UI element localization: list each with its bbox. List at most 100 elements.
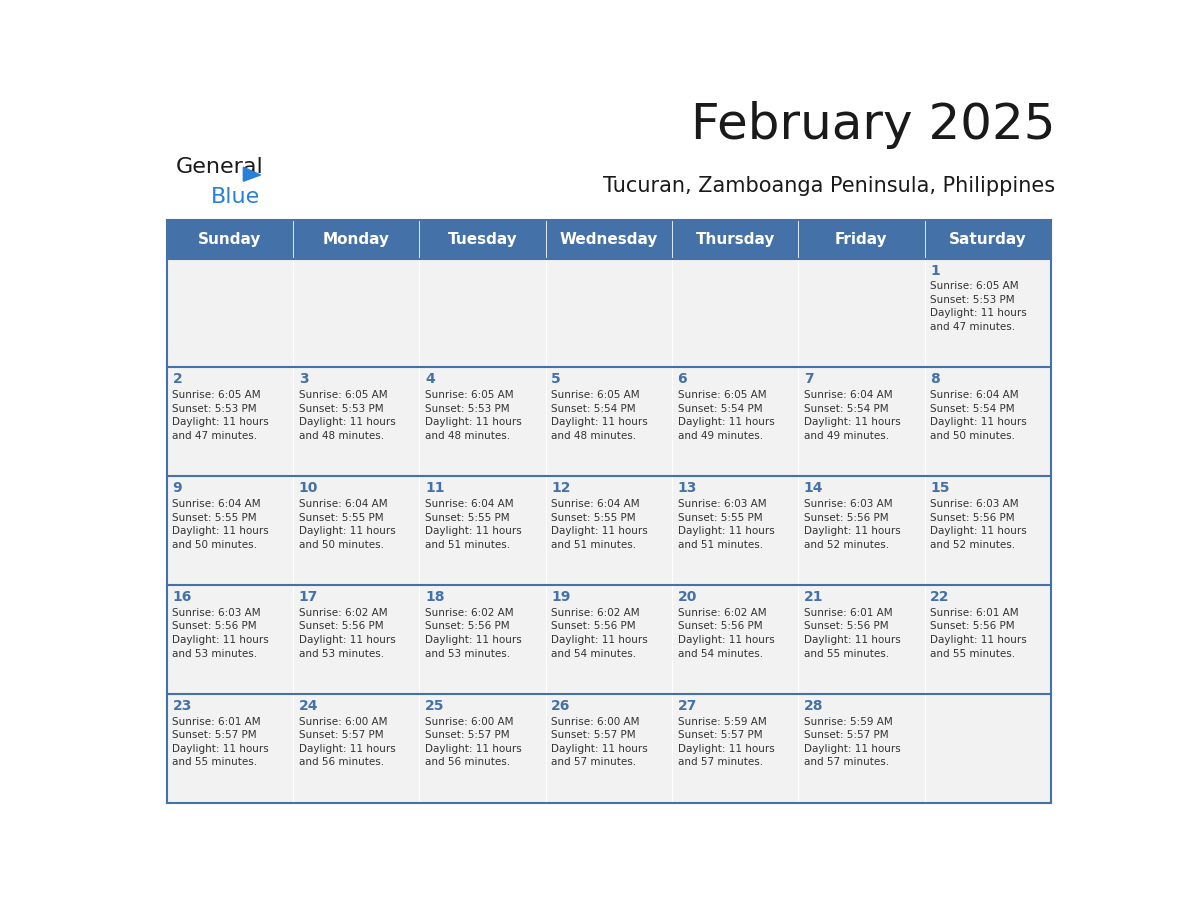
Bar xyxy=(672,694,798,803)
Bar xyxy=(293,367,419,476)
Text: Blue: Blue xyxy=(211,187,260,207)
Text: 15: 15 xyxy=(930,481,949,496)
Bar xyxy=(672,259,798,367)
Text: Sunrise: 6:01 AM
Sunset: 5:57 PM
Daylight: 11 hours
and 55 minutes.: Sunrise: 6:01 AM Sunset: 5:57 PM Dayligh… xyxy=(172,717,270,767)
Text: Sunrise: 6:00 AM
Sunset: 5:57 PM
Daylight: 11 hours
and 56 minutes.: Sunrise: 6:00 AM Sunset: 5:57 PM Dayligh… xyxy=(425,717,522,767)
Text: Tuesday: Tuesday xyxy=(448,231,518,247)
Text: Saturday: Saturday xyxy=(949,231,1026,247)
Bar xyxy=(166,259,293,367)
Text: 27: 27 xyxy=(677,699,697,713)
Text: 22: 22 xyxy=(930,590,949,604)
Bar xyxy=(672,219,798,259)
Bar xyxy=(545,219,672,259)
Text: 1: 1 xyxy=(930,263,940,277)
Text: General: General xyxy=(176,157,264,177)
Text: 5: 5 xyxy=(551,373,561,386)
Bar xyxy=(545,476,672,585)
Text: 13: 13 xyxy=(677,481,697,496)
Text: Thursday: Thursday xyxy=(695,231,775,247)
Text: 21: 21 xyxy=(804,590,823,604)
Bar xyxy=(798,694,924,803)
Bar xyxy=(924,219,1051,259)
Text: Sunrise: 6:04 AM
Sunset: 5:54 PM
Daylight: 11 hours
and 49 minutes.: Sunrise: 6:04 AM Sunset: 5:54 PM Dayligh… xyxy=(804,390,901,441)
Bar xyxy=(293,259,419,367)
Text: 4: 4 xyxy=(425,373,435,386)
Bar xyxy=(166,694,293,803)
Text: Sunrise: 6:03 AM
Sunset: 5:56 PM
Daylight: 11 hours
and 52 minutes.: Sunrise: 6:03 AM Sunset: 5:56 PM Dayligh… xyxy=(930,498,1026,550)
Text: February 2025: February 2025 xyxy=(691,101,1055,149)
Text: Sunrise: 6:05 AM
Sunset: 5:53 PM
Daylight: 11 hours
and 48 minutes.: Sunrise: 6:05 AM Sunset: 5:53 PM Dayligh… xyxy=(298,390,396,441)
Text: Sunrise: 6:04 AM
Sunset: 5:55 PM
Daylight: 11 hours
and 50 minutes.: Sunrise: 6:04 AM Sunset: 5:55 PM Dayligh… xyxy=(298,498,396,550)
Bar xyxy=(545,367,672,476)
Text: Sunday: Sunday xyxy=(198,231,261,247)
Bar xyxy=(166,476,293,585)
Text: 6: 6 xyxy=(677,373,687,386)
Text: 11: 11 xyxy=(425,481,444,496)
Text: Sunrise: 6:05 AM
Sunset: 5:54 PM
Daylight: 11 hours
and 49 minutes.: Sunrise: 6:05 AM Sunset: 5:54 PM Dayligh… xyxy=(677,390,775,441)
Bar xyxy=(545,259,672,367)
Bar xyxy=(166,585,293,694)
Text: Tucuran, Zamboanga Peninsula, Philippines: Tucuran, Zamboanga Peninsula, Philippine… xyxy=(604,176,1055,196)
Bar xyxy=(798,259,924,367)
Text: Friday: Friday xyxy=(835,231,887,247)
Bar xyxy=(545,694,672,803)
Text: Sunrise: 6:03 AM
Sunset: 5:56 PM
Daylight: 11 hours
and 52 minutes.: Sunrise: 6:03 AM Sunset: 5:56 PM Dayligh… xyxy=(804,498,901,550)
Text: Sunrise: 6:01 AM
Sunset: 5:56 PM
Daylight: 11 hours
and 55 minutes.: Sunrise: 6:01 AM Sunset: 5:56 PM Dayligh… xyxy=(804,608,901,658)
Bar xyxy=(419,476,545,585)
Text: Sunrise: 6:02 AM
Sunset: 5:56 PM
Daylight: 11 hours
and 54 minutes.: Sunrise: 6:02 AM Sunset: 5:56 PM Dayligh… xyxy=(551,608,647,658)
Text: Sunrise: 6:00 AM
Sunset: 5:57 PM
Daylight: 11 hours
and 56 minutes.: Sunrise: 6:00 AM Sunset: 5:57 PM Dayligh… xyxy=(298,717,396,767)
Bar xyxy=(672,367,798,476)
Bar xyxy=(924,694,1051,803)
Bar xyxy=(798,476,924,585)
Text: Sunrise: 6:04 AM
Sunset: 5:55 PM
Daylight: 11 hours
and 51 minutes.: Sunrise: 6:04 AM Sunset: 5:55 PM Dayligh… xyxy=(425,498,522,550)
Text: 7: 7 xyxy=(804,373,814,386)
Text: Sunrise: 6:04 AM
Sunset: 5:54 PM
Daylight: 11 hours
and 50 minutes.: Sunrise: 6:04 AM Sunset: 5:54 PM Dayligh… xyxy=(930,390,1026,441)
Bar xyxy=(924,585,1051,694)
Bar xyxy=(924,367,1051,476)
Bar xyxy=(798,585,924,694)
Bar xyxy=(419,219,545,259)
Text: Sunrise: 6:03 AM
Sunset: 5:55 PM
Daylight: 11 hours
and 51 minutes.: Sunrise: 6:03 AM Sunset: 5:55 PM Dayligh… xyxy=(677,498,775,550)
Bar xyxy=(672,476,798,585)
Text: Sunrise: 6:02 AM
Sunset: 5:56 PM
Daylight: 11 hours
and 53 minutes.: Sunrise: 6:02 AM Sunset: 5:56 PM Dayligh… xyxy=(425,608,522,658)
Polygon shape xyxy=(244,167,260,181)
Bar xyxy=(293,585,419,694)
Text: 28: 28 xyxy=(804,699,823,713)
Text: 17: 17 xyxy=(298,590,318,604)
Text: 20: 20 xyxy=(677,590,697,604)
Text: 10: 10 xyxy=(298,481,318,496)
Text: Sunrise: 6:03 AM
Sunset: 5:56 PM
Daylight: 11 hours
and 53 minutes.: Sunrise: 6:03 AM Sunset: 5:56 PM Dayligh… xyxy=(172,608,270,658)
Text: 12: 12 xyxy=(551,481,570,496)
Text: Sunrise: 6:00 AM
Sunset: 5:57 PM
Daylight: 11 hours
and 57 minutes.: Sunrise: 6:00 AM Sunset: 5:57 PM Dayligh… xyxy=(551,717,647,767)
Text: Sunrise: 5:59 AM
Sunset: 5:57 PM
Daylight: 11 hours
and 57 minutes.: Sunrise: 5:59 AM Sunset: 5:57 PM Dayligh… xyxy=(804,717,901,767)
Text: 8: 8 xyxy=(930,373,940,386)
Bar xyxy=(924,259,1051,367)
Text: Sunrise: 6:01 AM
Sunset: 5:56 PM
Daylight: 11 hours
and 55 minutes.: Sunrise: 6:01 AM Sunset: 5:56 PM Dayligh… xyxy=(930,608,1026,658)
Text: 14: 14 xyxy=(804,481,823,496)
Text: Sunrise: 5:59 AM
Sunset: 5:57 PM
Daylight: 11 hours
and 57 minutes.: Sunrise: 5:59 AM Sunset: 5:57 PM Dayligh… xyxy=(677,717,775,767)
Bar xyxy=(293,219,419,259)
Text: 23: 23 xyxy=(172,699,191,713)
Bar xyxy=(419,367,545,476)
Text: Sunrise: 6:04 AM
Sunset: 5:55 PM
Daylight: 11 hours
and 50 minutes.: Sunrise: 6:04 AM Sunset: 5:55 PM Dayligh… xyxy=(172,498,270,550)
Text: Monday: Monday xyxy=(323,231,390,247)
Bar xyxy=(672,585,798,694)
Text: Wednesday: Wednesday xyxy=(560,231,658,247)
Text: 16: 16 xyxy=(172,590,191,604)
Bar xyxy=(419,694,545,803)
Text: 25: 25 xyxy=(425,699,444,713)
Text: 26: 26 xyxy=(551,699,570,713)
Text: Sunrise: 6:02 AM
Sunset: 5:56 PM
Daylight: 11 hours
and 53 minutes.: Sunrise: 6:02 AM Sunset: 5:56 PM Dayligh… xyxy=(298,608,396,658)
Bar xyxy=(419,259,545,367)
Text: Sunrise: 6:05 AM
Sunset: 5:53 PM
Daylight: 11 hours
and 47 minutes.: Sunrise: 6:05 AM Sunset: 5:53 PM Dayligh… xyxy=(930,281,1026,332)
Bar xyxy=(924,476,1051,585)
Bar xyxy=(166,367,293,476)
Text: Sunrise: 6:05 AM
Sunset: 5:53 PM
Daylight: 11 hours
and 48 minutes.: Sunrise: 6:05 AM Sunset: 5:53 PM Dayligh… xyxy=(425,390,522,441)
Text: 9: 9 xyxy=(172,481,182,496)
Text: 2: 2 xyxy=(172,373,182,386)
Bar xyxy=(293,476,419,585)
Text: 24: 24 xyxy=(298,699,318,713)
Bar xyxy=(419,585,545,694)
Bar xyxy=(798,219,924,259)
Bar xyxy=(545,585,672,694)
